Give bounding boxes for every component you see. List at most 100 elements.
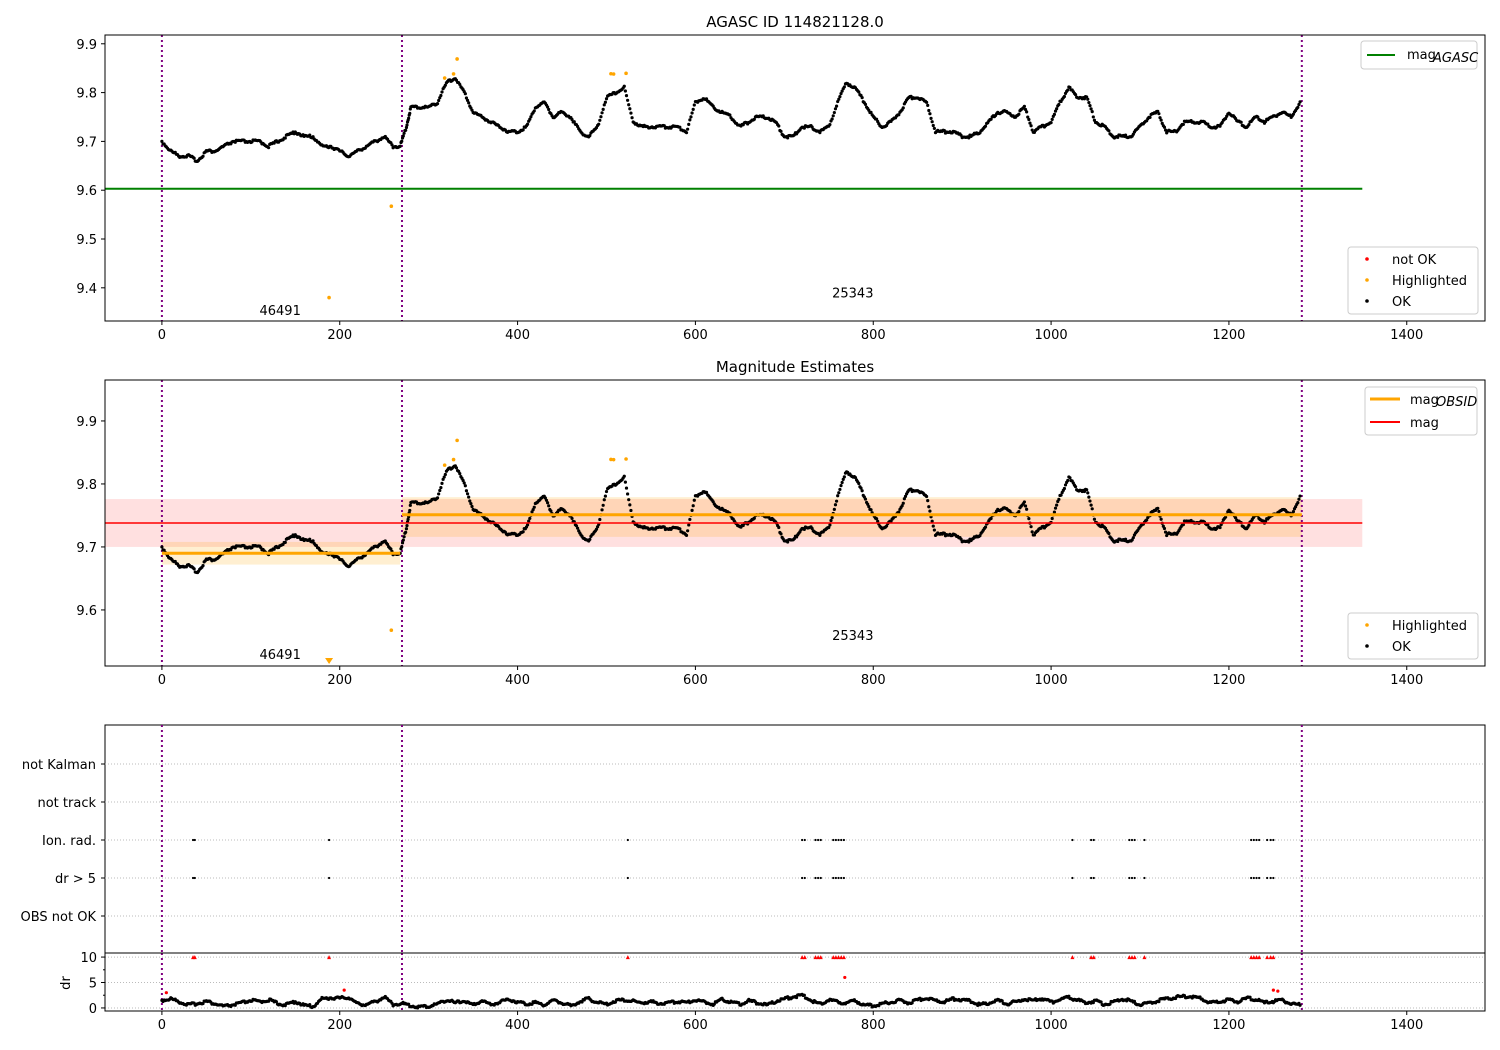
ok-point [1025,507,1029,511]
ok-point [404,125,409,130]
obsid-label: 25343 [832,629,873,644]
obsid-label: 46491 [259,304,300,319]
legend-points: Highlighted OK [1347,612,1479,660]
ok-point [1027,517,1031,521]
ok-point [1239,120,1243,124]
dr-clipped-marker [1268,955,1273,960]
highlighted-point [611,72,616,76]
ok-point [1085,488,1089,492]
dr-point [794,995,799,1000]
ok-point [458,82,462,87]
x-tick-label: 200 [327,1018,352,1033]
dr-point [1099,1000,1103,1004]
ok-point [728,113,732,117]
ok-point [467,101,471,105]
x-tick-label: 200 [327,673,352,688]
x-tick-label: 1200 [1212,673,1245,688]
legend-marker [1365,644,1369,648]
flag-point [834,876,838,880]
ok-point [931,123,935,128]
flag-point [1130,876,1134,880]
ok-point [1029,525,1033,529]
ok-point [458,472,462,476]
ok-point [752,516,756,520]
ok-point [1029,124,1033,128]
ok-point [863,497,868,501]
flag-point [191,876,195,880]
ok-point [1062,486,1067,491]
ok-point [1218,525,1222,530]
dr-point [910,1001,914,1005]
ok-point [924,494,929,499]
ok-point [1087,495,1091,499]
ok-point [1025,110,1029,114]
ok-point [863,102,868,106]
ok-point [829,518,833,523]
ok-point [662,124,666,128]
ok-point [1055,503,1059,507]
flag-point [837,838,840,842]
ok-point [267,146,271,150]
y-tick-label: 9.6 [76,604,97,619]
dr-not-ok-point [1276,989,1280,993]
dr-clipped-marker [839,955,844,960]
ok-point [283,540,287,544]
dr-clipped-marker [1127,955,1132,960]
x-tick-label: 1200 [1212,1018,1245,1033]
ok-point [1218,124,1222,128]
ok-point [690,508,694,512]
ok-point [1297,102,1301,107]
ok-point [1296,500,1300,505]
flag-point [814,838,817,842]
axes-frame [104,379,1486,667]
x-tick-label: 1400 [1390,1018,1423,1033]
dr-point [407,1002,411,1006]
ok-point [521,530,525,534]
flag-point [840,838,843,842]
ok-point [465,492,470,496]
ok-point [528,516,532,521]
ok-point [570,516,574,521]
ok-point [900,504,904,508]
flag-point [840,876,843,880]
ok-point [549,509,553,513]
ok-point [842,85,846,89]
ok-point [599,115,603,119]
ok-point [601,107,605,111]
x-tick-label: 1400 [1390,328,1423,343]
ok-point [901,501,905,505]
ok-point [1089,107,1093,111]
ok-point [857,481,861,486]
ok-point [461,478,465,483]
ok-point [1263,519,1268,523]
ok-point [690,111,694,115]
ok-point [1055,107,1059,111]
dr-point [1298,1003,1302,1007]
ok-point [598,517,602,522]
ok-point [1087,100,1091,105]
ok-point [1156,506,1160,510]
ok-point [405,524,409,528]
dr-clipped-marker [192,955,197,960]
ok-point [901,106,905,110]
ok-point [597,122,601,126]
ok-point [439,93,443,98]
ok-point [404,530,408,534]
ok-point [1026,115,1030,119]
axes-frame [104,34,1486,322]
ok-point [1022,104,1027,108]
ok-point [1059,493,1063,497]
ok-point [402,131,406,135]
flag-point [832,838,835,842]
ok-point [521,128,525,132]
ok-point [859,486,863,490]
ok-point [400,545,404,549]
flag-point [1252,876,1255,880]
ok-point [408,111,412,115]
flag-point [1071,876,1074,880]
highlighted-point [624,457,628,461]
x-tick-label: 600 [683,1018,708,1033]
ok-point [840,89,844,93]
y-tick-label: 9.8 [76,87,97,102]
